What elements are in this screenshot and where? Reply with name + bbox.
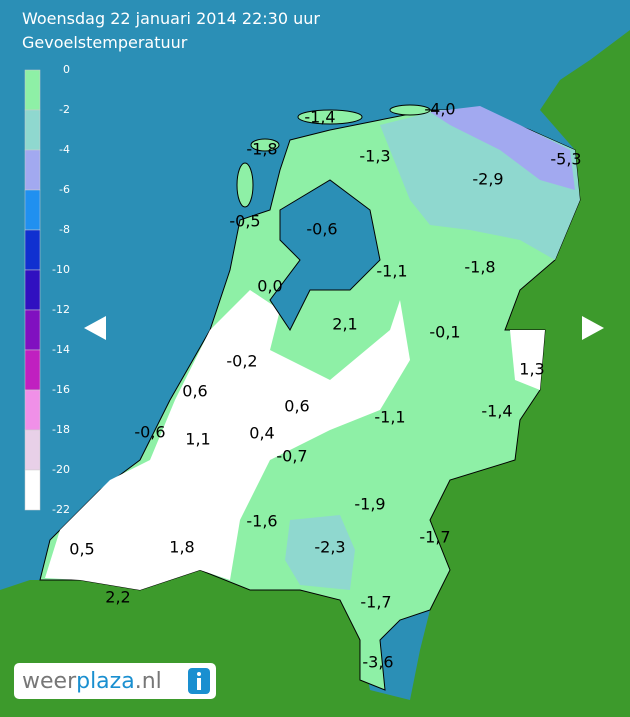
value-label: -4,0 [424, 100, 455, 119]
legend-swatch [24, 109, 41, 151]
value-labels: -1,4 -4,0 -1,8 -1,3 -5,3 -2,9 -0,5 -0,6 -1,1 -1,8… [69, 100, 581, 672]
value-label: 0,6 [182, 382, 207, 401]
legend: 0 -2 -4 -6 -8 -10 -12 -14 -16 -18 -20 -22 [24, 63, 70, 516]
legend-swatch [24, 389, 41, 431]
logo-part: .nl [135, 669, 162, 694]
legend-label: -16 [52, 383, 70, 396]
legend-swatch [24, 349, 41, 391]
subtitle: Gevoelstemperatuur [22, 33, 188, 52]
value-label: -1,8 [246, 140, 277, 159]
legend-label: -12 [52, 303, 70, 316]
value-label: 2,1 [332, 315, 357, 334]
logo-text: weerplaza.nl [22, 669, 162, 694]
value-label: 1,1 [185, 430, 210, 449]
legend-swatch [24, 189, 41, 231]
value-label: 0,4 [249, 424, 274, 443]
value-label: 1,8 [169, 538, 194, 557]
value-label: 1,3 [519, 360, 544, 379]
value-label: -1,6 [246, 512, 277, 531]
value-label: -1,7 [419, 528, 450, 547]
info-icon-bar [197, 678, 201, 690]
value-label: -1,3 [359, 147, 390, 166]
value-label: -3,6 [362, 653, 393, 672]
logo-part: weer [22, 669, 77, 694]
ijsselmeer [269, 179, 381, 331]
legend-label: -22 [52, 503, 70, 516]
value-label: -0,1 [429, 323, 460, 342]
legend-label: -10 [52, 263, 70, 276]
zone-white-east [510, 330, 545, 390]
value-label: -0,2 [226, 352, 257, 371]
value-label: -2,9 [472, 170, 503, 189]
legend-label: -14 [52, 343, 70, 356]
zone-white-west [45, 290, 410, 590]
value-label: -1,7 [360, 593, 391, 612]
legend-label: -4 [59, 143, 70, 156]
legend-swatch [24, 429, 41, 471]
legend-swatch [24, 269, 41, 311]
legend-swatch [24, 149, 41, 191]
zone-purple [430, 106, 575, 190]
value-label: -0,7 [276, 447, 307, 466]
island [236, 162, 254, 208]
logo[interactable]: weerplaza.nl [14, 663, 216, 699]
info-icon-dot [197, 672, 201, 676]
logo-box [14, 663, 216, 699]
island [389, 104, 431, 116]
zone-teal-south [285, 515, 355, 590]
next-arrow[interactable] [582, 316, 604, 340]
title: Woensdag 22 januari 2014 22:30 uur [22, 9, 320, 28]
island [297, 109, 363, 125]
value-label: -0,6 [134, 423, 165, 442]
value-label: -1,9 [354, 495, 385, 514]
legend-swatch [24, 309, 41, 351]
value-label: -0,6 [306, 220, 337, 239]
logo-part: plaza [76, 669, 135, 694]
value-label: 0,5 [69, 540, 94, 559]
value-label: -1,1 [374, 408, 405, 427]
value-label: -5,3 [550, 150, 581, 169]
legend-label: 0 [63, 63, 70, 76]
legend-swatch [24, 229, 41, 271]
legend-label: -8 [59, 223, 70, 236]
legend-label: -20 [52, 463, 70, 476]
value-label: -2,3 [314, 538, 345, 557]
value-label: -1,4 [304, 108, 335, 127]
legend-label: -18 [52, 423, 70, 436]
value-label: -1,4 [481, 402, 512, 421]
island [250, 138, 280, 152]
legend-swatch [24, 69, 41, 111]
prev-arrow[interactable] [84, 316, 106, 340]
value-label: 2,2 [105, 588, 130, 607]
legend-label: -6 [59, 183, 70, 196]
foreign-land [0, 30, 630, 717]
legend-label: -2 [59, 103, 70, 116]
value-label: -1,8 [464, 258, 495, 277]
value-label: -0,5 [229, 212, 260, 231]
value-label: -1,1 [376, 262, 407, 281]
value-label: 0,6 [284, 397, 309, 416]
legend-swatch [24, 469, 41, 511]
value-label: 0,0 [257, 277, 282, 296]
